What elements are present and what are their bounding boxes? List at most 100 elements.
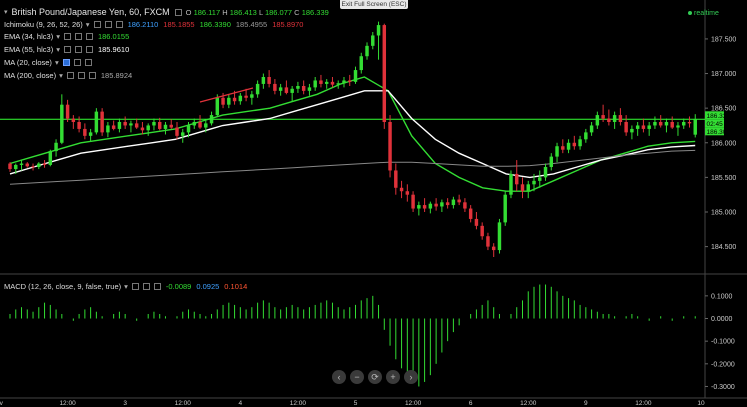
- indicator-label: EMA (55, hlc3): [4, 45, 54, 54]
- candle-body: [612, 115, 617, 122]
- close-icon[interactable]: [85, 33, 93, 40]
- candle-body: [676, 125, 680, 128]
- indicator-label: Ichimoku (9, 26, 52, 26): [4, 20, 83, 29]
- candle-body: [94, 111, 99, 133]
- scroll-right-icon[interactable]: ›: [404, 370, 418, 384]
- chevron-down-icon[interactable]: ▾: [54, 58, 59, 67]
- trend-line[interactable]: [199, 87, 254, 103]
- candle-body: [83, 128, 87, 136]
- countdown-tag: 02:45: [707, 121, 724, 128]
- candle-body: [463, 202, 467, 209]
- candle-body: [566, 142, 571, 150]
- indicator-value: 185.9610: [97, 45, 130, 54]
- chevron-down-icon[interactable]: ▾: [4, 9, 8, 16]
- ma-line: [9, 90, 696, 179]
- x-tick-label: 12:00: [405, 400, 422, 407]
- exit-fullscreen-button[interactable]: Exit Full Screen (ESC): [340, 0, 408, 9]
- zoom-in-icon[interactable]: −: [350, 370, 364, 384]
- indicator-row[interactable]: EMA (55, hlc3) ▾ 185.9610: [4, 45, 129, 54]
- macd-value: -0.0089: [165, 282, 192, 291]
- candle-body: [601, 115, 605, 119]
- candle-body: [664, 122, 669, 126]
- candle-body: [561, 146, 565, 150]
- candle-body: [267, 77, 271, 84]
- visibility-icon[interactable]: [63, 33, 71, 40]
- y-tick-label: 185.000: [711, 210, 736, 217]
- candle-body: [71, 118, 76, 122]
- chevron-down-icon[interactable]: ▾: [85, 20, 90, 29]
- candle-body: [157, 122, 162, 129]
- close-icon[interactable]: [88, 72, 96, 79]
- candle-body: [301, 86, 306, 91]
- candle-body: [532, 180, 536, 185]
- candle-body: [348, 80, 352, 82]
- visibility-icon[interactable]: [93, 21, 101, 28]
- candle-body: [440, 202, 444, 207]
- close-icon[interactable]: [85, 46, 93, 53]
- macd-tick-label: -0.3000: [711, 384, 735, 391]
- candle-body: [480, 225, 484, 237]
- candle-body: [238, 95, 243, 102]
- candle-body: [411, 194, 415, 209]
- settings-icon[interactable]: [73, 59, 81, 66]
- candle-body: [653, 122, 657, 126]
- candle-body: [198, 122, 202, 128]
- candle-body: [60, 104, 64, 143]
- x-tick-label: 4: [239, 400, 243, 407]
- close-icon[interactable]: [115, 21, 123, 28]
- candle-body: [65, 104, 70, 119]
- candle-body: [227, 97, 231, 105]
- settings-icon[interactable]: [174, 8, 182, 16]
- candle-body: [486, 236, 490, 247]
- visibility-icon[interactable]: [62, 59, 70, 66]
- reset-icon[interactable]: ⟳: [368, 370, 382, 384]
- candle-body: [88, 132, 93, 136]
- candle-body: [399, 187, 404, 192]
- candle-body: [192, 122, 196, 126]
- scroll-left-icon[interactable]: +: [386, 370, 400, 384]
- indicator-row[interactable]: MA (200, close) ▾ 185.8924: [4, 71, 132, 80]
- visibility-icon[interactable]: [66, 72, 74, 79]
- ma-line: [9, 149, 696, 185]
- indicator-row[interactable]: MA (20, close) ▾: [4, 58, 92, 67]
- settings-icon[interactable]: [104, 21, 112, 28]
- candle-body: [635, 125, 640, 129]
- macd-legend: MACD (12, 26, close, 9, false, true) ▾ -0…: [4, 282, 248, 291]
- candle-body: [503, 194, 507, 223]
- settings-icon[interactable]: [74, 46, 82, 53]
- candle-body: [134, 123, 139, 128]
- chart-header: ▾ British Pound/Japanese Yen, 60, FXCM O…: [4, 7, 329, 17]
- zoom-out-icon[interactable]: ‹: [332, 370, 346, 384]
- indicator-row[interactable]: Ichimoku (9, 26, 52, 26) ▾ 186.2110 185.185…: [4, 20, 303, 29]
- y-tick-label: 187.000: [711, 71, 736, 78]
- indicator-row[interactable]: EMA (34, hlc3) ▾ 186.0155: [4, 32, 129, 41]
- macd-tick-label: 0.0000: [711, 316, 733, 323]
- macd-close-icon[interactable]: [153, 283, 161, 290]
- candle-body: [181, 132, 185, 136]
- candle-body: [491, 246, 496, 251]
- settings-icon[interactable]: [74, 33, 82, 40]
- candle-body: [42, 163, 47, 165]
- indicator-value: 186.0155: [97, 32, 130, 41]
- indicator-label: EMA (34, hlc3): [4, 32, 54, 41]
- candle-body: [578, 139, 582, 147]
- open-value: 186.117: [193, 7, 221, 17]
- candle-body: [123, 122, 127, 126]
- candle-body: [538, 177, 542, 181]
- line-price-tag-bg: [705, 127, 724, 136]
- chevron-down-icon[interactable]: ▾: [56, 32, 60, 41]
- x-tick-label: 6: [469, 400, 473, 407]
- close-icon[interactable]: [84, 59, 92, 66]
- candle-body: [117, 122, 122, 129]
- chevron-down-icon[interactable]: ▾: [59, 71, 63, 80]
- candle-body: [209, 115, 214, 124]
- visibility-icon[interactable]: [63, 46, 71, 53]
- chevron-down-icon[interactable]: ▾: [56, 45, 60, 54]
- indicator-label: MA (20, close): [4, 58, 52, 67]
- macd-settings-icon[interactable]: [142, 283, 150, 290]
- candle-body: [509, 173, 513, 195]
- x-tick-label: 3: [123, 400, 127, 407]
- macd-visibility-icon[interactable]: [131, 283, 139, 290]
- settings-icon[interactable]: [77, 72, 85, 79]
